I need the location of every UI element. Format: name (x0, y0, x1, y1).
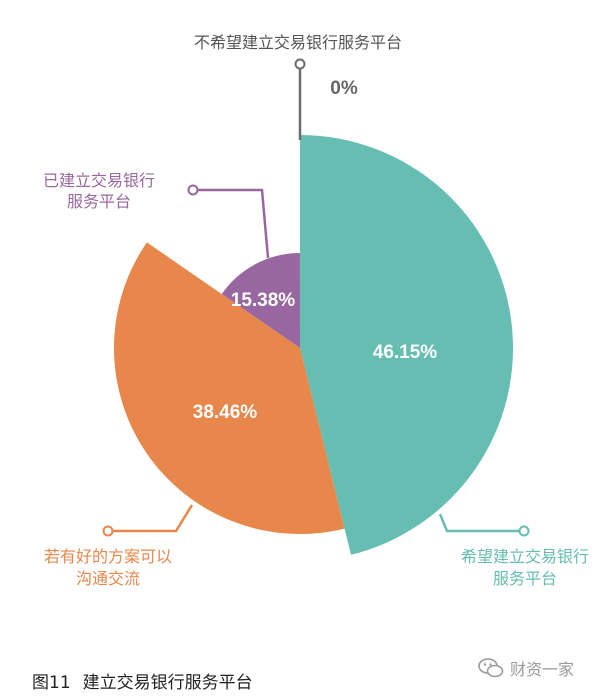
callout-line-orange (112, 504, 194, 533)
callout-orange-line2: 沟通交流 (76, 569, 140, 588)
watermark-text: 财资一家 (510, 660, 575, 679)
slice-teal (300, 135, 513, 555)
slice-orange (114, 242, 345, 534)
callout-gray-line1: 不希望建立交易银行服务平台 (194, 33, 402, 52)
figure-title: 建立交易银行服务平台 (82, 673, 253, 693)
watermark: 财资一家 (478, 656, 574, 680)
callout-teal-line2: 服务平台 (493, 569, 557, 588)
value-label-purple: 15.38% (231, 290, 296, 311)
wechat-icon (478, 658, 504, 678)
callout-line-orange-end-dot (102, 525, 114, 537)
value-label-orange: 38.46% (193, 402, 258, 423)
callout-line-teal-end-dot (518, 525, 530, 537)
figure-number: 图11 (32, 673, 71, 693)
callout-line-purple (197, 188, 270, 259)
callout-lines (102, 58, 530, 537)
callout-teal-line1: 希望建立交易银行 (461, 547, 589, 566)
callout-purple-line1: 已建立交易银行 (43, 171, 155, 190)
value-label-gray: 0% (330, 78, 358, 99)
pie-slices (114, 135, 513, 555)
callout-line-gray-end-dot (294, 58, 306, 70)
callout-line-teal (438, 513, 520, 533)
figure-caption: 图11 建立交易银行服务平台 (32, 668, 253, 693)
slice-purple (221, 253, 300, 348)
value-label-teal: 46.15% (373, 342, 438, 363)
callout-line-purple-end-dot (187, 184, 199, 196)
callout-purple-line2: 服务平台 (67, 192, 131, 211)
callout-orange-line1: 若有好的方案可以 (44, 547, 172, 566)
